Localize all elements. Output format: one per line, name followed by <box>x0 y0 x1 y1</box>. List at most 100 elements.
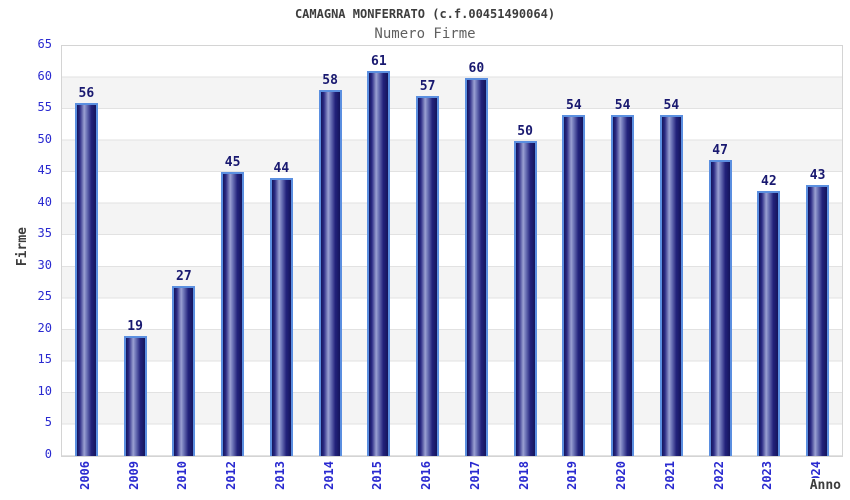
bar-value-label: 47 <box>712 142 728 158</box>
x-tick-slot: 2020 <box>597 461 646 499</box>
bar-group: 61 <box>355 46 404 456</box>
y-tick-label: 30 <box>37 257 52 272</box>
bar <box>757 191 781 456</box>
y-tick-label: 0 <box>44 447 52 461</box>
bar-value-label: 50 <box>517 123 533 139</box>
bar-group: 45 <box>208 46 257 456</box>
chart-subtitle: Numero Firme <box>374 26 476 42</box>
y-tick-label: 35 <box>37 226 52 241</box>
bar <box>513 140 537 456</box>
x-tick-slot: 2006 <box>61 461 110 499</box>
x-tick-slot: 2021 <box>646 461 695 499</box>
bar-group: 54 <box>598 46 647 456</box>
bar-value-label: 54 <box>566 98 582 114</box>
bar-group: 42 <box>745 46 794 456</box>
bar-group: 60 <box>452 46 501 456</box>
x-tick-slot: 2012 <box>207 461 256 499</box>
x-tick-label: 2013 <box>272 461 287 490</box>
bar <box>416 96 440 456</box>
x-axis-labels: 2006 2009 2010 2012 2013 2014 2015 2016 2017 2018… <box>61 461 841 499</box>
bar-group: 57 <box>403 46 452 456</box>
bar-value-label: 27 <box>176 268 192 284</box>
bar-value-label: 56 <box>78 85 95 101</box>
x-tick-slot: 2010 <box>159 461 208 499</box>
bar <box>221 172 245 456</box>
x-tick-label: 2017 <box>467 461 482 490</box>
bar-value-label: 44 <box>273 161 290 177</box>
x-tick-label: 2014 <box>321 461 336 490</box>
y-tick-label: 40 <box>37 194 52 209</box>
bar <box>123 336 147 456</box>
x-tick-label: 2019 <box>565 461 580 490</box>
bar <box>464 77 488 456</box>
bar-value-label: 42 <box>761 174 777 190</box>
x-tick-slot: 2022 <box>695 461 744 499</box>
chart-title: CAMAGNA MONFERRATO (c.f.00451490064) <box>294 7 556 21</box>
plot-area: 56 19 27 45 44 58 61 57 60 50 54 54 54 47 42 43 <box>61 45 843 457</box>
bar <box>269 178 293 456</box>
y-tick-label: 45 <box>37 163 52 178</box>
y-tick-label: 55 <box>37 100 52 115</box>
bar-group: 58 <box>306 46 355 456</box>
bar-group: 50 <box>501 46 550 456</box>
bar-value-label: 54 <box>614 98 631 114</box>
x-tick-label: 2015 <box>370 461 385 490</box>
x-tick-slot: 2018 <box>500 461 549 499</box>
bar-value-label: 58 <box>322 73 338 89</box>
bar-group: 43 <box>793 46 842 456</box>
bar <box>659 115 683 456</box>
bar-group: 27 <box>160 46 209 456</box>
x-tick-slot: 2023 <box>744 461 793 499</box>
bar <box>806 184 830 456</box>
x-tick-label: 2018 <box>516 461 531 490</box>
y-tick-label: 5 <box>44 415 52 430</box>
y-tick-label: 20 <box>37 320 52 335</box>
x-tick-slot: 2015 <box>354 461 403 499</box>
x-tick-slot: 2019 <box>549 461 598 499</box>
x-tick-label: 2020 <box>614 461 629 490</box>
y-tick-label: 65 <box>37 37 52 51</box>
bar-group: 44 <box>257 46 306 456</box>
bar <box>708 159 732 456</box>
x-tick-slot: 2017 <box>451 461 500 499</box>
bar <box>562 115 586 456</box>
x-tick-label: 2006 <box>77 461 92 490</box>
y-tick-label: 60 <box>37 68 52 83</box>
bar <box>611 115 635 456</box>
x-tick-slot: 2009 <box>110 461 159 499</box>
x-tick-label: 2012 <box>224 461 239 490</box>
bar-group: 54 <box>550 46 599 456</box>
bar <box>367 71 391 456</box>
bar-value-label: 60 <box>468 60 485 76</box>
x-axis-label: Anno <box>807 478 841 493</box>
x-tick-slot: 2016 <box>402 461 451 499</box>
x-tick-slot: 2014 <box>305 461 354 499</box>
bar <box>318 90 342 456</box>
bar <box>74 102 98 456</box>
x-tick-slot: 2013 <box>256 461 305 499</box>
x-tick-label: 2021 <box>662 461 677 490</box>
x-tick-label: 2009 <box>126 461 141 490</box>
bar <box>172 285 196 456</box>
x-tick-label: 2022 <box>711 461 726 490</box>
y-tick-label: 10 <box>37 383 52 398</box>
x-tick-label: 2016 <box>419 461 434 490</box>
bar-value-label: 54 <box>663 98 680 114</box>
bar-value-label: 19 <box>127 319 143 335</box>
bar-value-label: 57 <box>419 79 436 95</box>
y-tick-label: 50 <box>37 131 52 146</box>
bar-value-label: 45 <box>224 155 241 171</box>
x-tick-label: 2023 <box>760 461 775 490</box>
bar-value-label: 43 <box>809 167 826 183</box>
bar-group: 54 <box>647 46 696 456</box>
y-tick-label: 15 <box>37 352 52 367</box>
bar-group: 56 <box>62 46 111 456</box>
bar-group: 19 <box>111 46 160 456</box>
bars-container: 56 19 27 45 44 58 61 57 60 50 54 54 54 47 42 43 <box>62 46 842 456</box>
x-tick-label: 2010 <box>175 461 190 490</box>
y-axis-ticks: 0 5 10 15 20 25 30 35 40 45 50 55 60 65 <box>0 0 52 500</box>
bar-group: 47 <box>696 46 745 456</box>
y-tick-label: 25 <box>37 289 52 304</box>
bar-value-label: 61 <box>371 54 387 70</box>
